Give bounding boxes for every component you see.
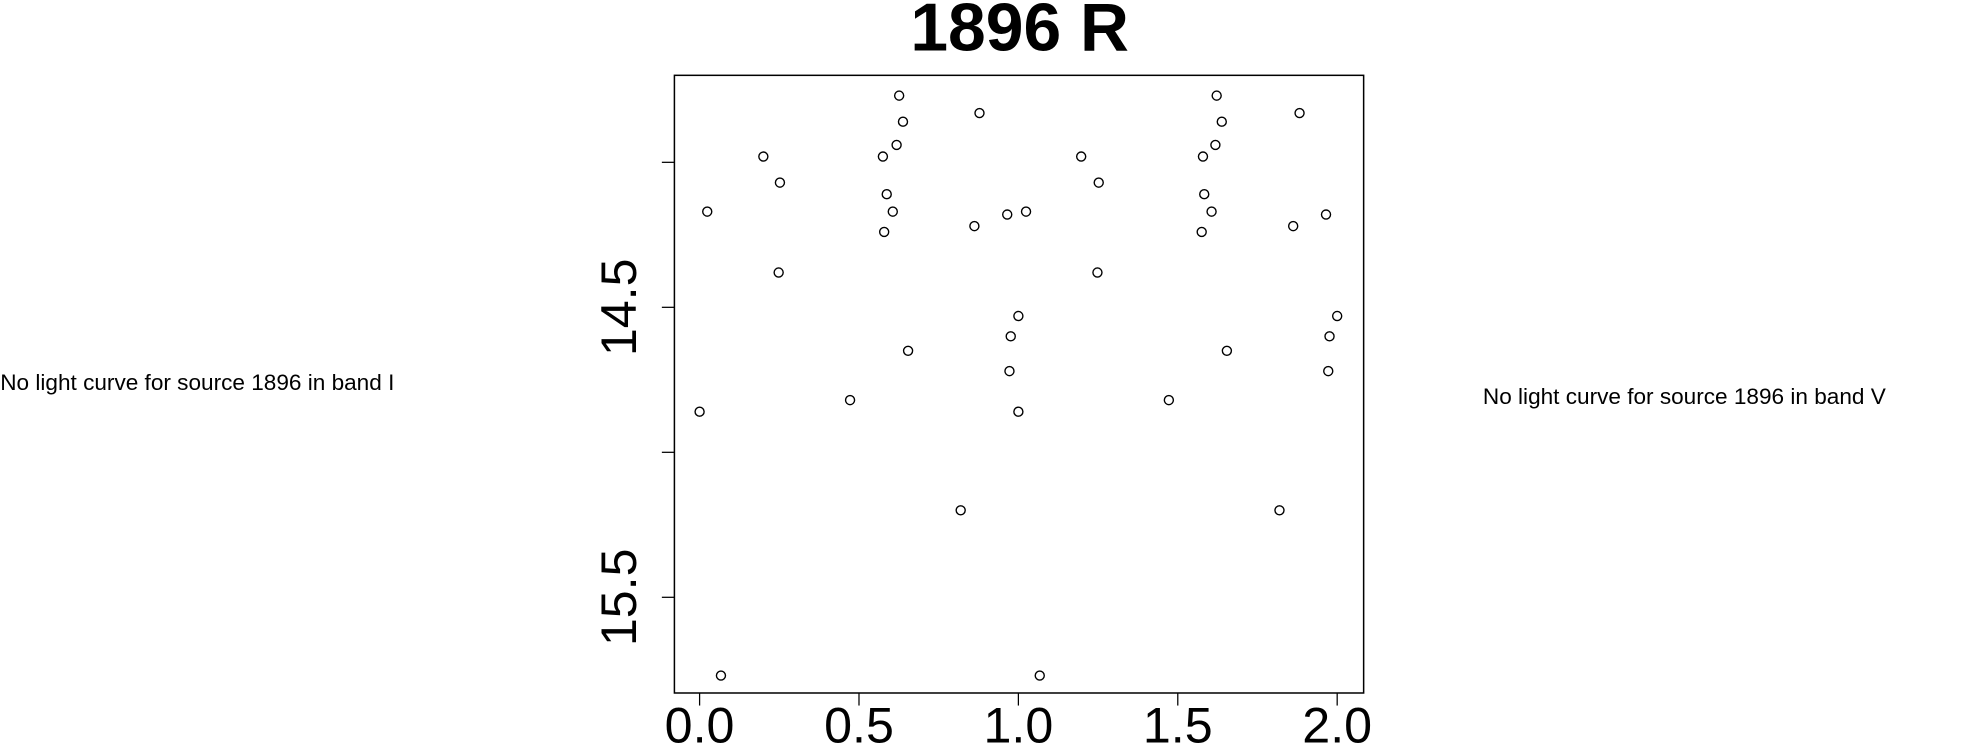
annotation: No light curve for source 1896 in band I [0, 370, 394, 395]
point [715, 670, 727, 681]
point [893, 90, 905, 101]
y-tick-label: 15.5 [591, 548, 647, 646]
y-tick-label: 14.5 [591, 258, 647, 356]
plot-frame [673, 74, 1365, 694]
point [1323, 365, 1334, 377]
point [1002, 209, 1013, 220]
point [1092, 267, 1103, 278]
x-tick-label: 0.0 [665, 698, 735, 752]
point [878, 226, 890, 238]
chart-title: 1896 R [910, 0, 1129, 66]
point [881, 189, 892, 200]
point [1216, 116, 1227, 127]
point [694, 406, 705, 417]
point [1004, 365, 1015, 377]
point [758, 151, 769, 162]
point [902, 345, 914, 357]
point [1199, 189, 1210, 200]
point [1034, 670, 1045, 681]
point [897, 116, 909, 127]
point [1197, 151, 1209, 162]
x-tick-label: 0.5 [824, 698, 894, 752]
point [891, 139, 902, 151]
point [702, 206, 713, 217]
point [1331, 310, 1343, 322]
point [1274, 505, 1285, 516]
point [1020, 206, 1032, 217]
point [1093, 177, 1104, 188]
point [1163, 394, 1175, 406]
point [1075, 151, 1087, 162]
point [1005, 331, 1016, 342]
point [1324, 331, 1335, 342]
point [1211, 90, 1222, 101]
point [1206, 206, 1217, 217]
x-tick-label: 2.0 [1302, 698, 1372, 752]
point [969, 220, 980, 232]
point [1013, 406, 1024, 417]
point [1013, 310, 1024, 322]
point [1287, 220, 1299, 232]
point [774, 177, 786, 188]
point [974, 107, 985, 119]
point [1320, 209, 1332, 220]
point [887, 206, 898, 217]
point [1196, 226, 1207, 238]
x-tick-label: 1.0 [983, 698, 1053, 752]
point [773, 267, 784, 278]
annotation: No light curve for source 1896 in band V [1483, 384, 1886, 409]
point [877, 151, 889, 162]
point [1210, 139, 1221, 151]
point [844, 394, 856, 406]
point [1221, 345, 1233, 357]
point [955, 505, 966, 516]
point [1294, 107, 1305, 119]
x-tick-label: 1.5 [1143, 698, 1213, 752]
